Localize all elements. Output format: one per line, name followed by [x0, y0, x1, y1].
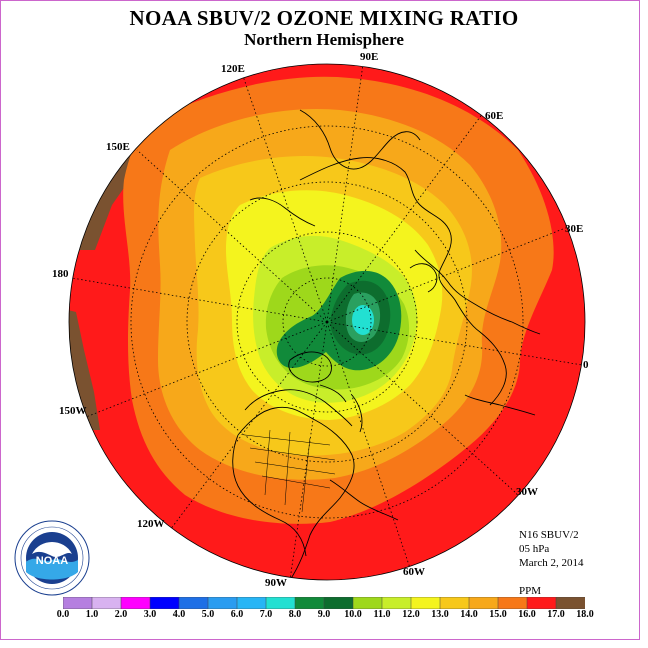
logo-text: NOAA — [36, 555, 68, 567]
pressure-level-label: 05 hPa — [519, 543, 550, 555]
lon-label-120w: 120W — [137, 518, 165, 530]
units-label: PPM — [519, 585, 542, 597]
date-label: March 2, 2014 — [519, 557, 584, 569]
lon-label-90w: 90W — [265, 577, 287, 589]
colorbar-tick-label: 3.0 — [143, 609, 157, 620]
colorbar-swatch — [526, 597, 557, 609]
lon-label-60w: 60W — [403, 566, 425, 578]
map-boundary — [68, 63, 586, 581]
band-7-8-min — [352, 305, 374, 335]
colorbar-swatch — [207, 597, 238, 609]
lon-label-60e: 60E — [485, 110, 504, 122]
lon-label-30e: 30E — [565, 223, 584, 235]
colorbar-swatch — [439, 597, 470, 609]
colorbar-swatch — [468, 597, 499, 609]
colorbar-tick-label: 14.0 — [460, 609, 478, 620]
colorbar-tick-label: 9.0 — [317, 609, 331, 620]
colorbar-swatch — [555, 597, 585, 609]
figure-frame — [0, 0, 640, 640]
colorbar-swatch — [149, 597, 180, 609]
ozone-contour-fields — [69, 64, 585, 580]
colorbar-swatch — [352, 597, 383, 609]
colorbar-swatch — [265, 597, 296, 609]
colorbar-tick-label: 15.0 — [489, 609, 507, 620]
colorbar-tick-label: 6.0 — [230, 609, 244, 620]
colorbar-tick-label: 2.0 — [114, 609, 128, 620]
colorbar-tick-label: 18.0 — [576, 609, 594, 620]
colorbar-swatch — [120, 597, 151, 609]
political-boundaries — [244, 429, 336, 513]
colorbar-tick-label: 8.0 — [288, 609, 302, 620]
colorbar-swatch — [178, 597, 209, 609]
lon-label-30w: 30W — [516, 486, 538, 498]
colorbar-swatch — [323, 597, 354, 609]
lon-label-150e: 150E — [106, 141, 130, 153]
colorbar-swatch — [63, 597, 93, 609]
colorbar-tick-label: 17.0 — [547, 609, 565, 620]
colorbar-tick-label: 10.0 — [344, 609, 362, 620]
colorbar-swatch — [236, 597, 267, 609]
colorbar-tick-label: 4.0 — [172, 609, 186, 620]
colorbar-tick-label: 16.0 — [518, 609, 536, 620]
info-block: N16 SBUV/2 05 hPa March 2, 2014 PPM — [519, 528, 583, 598]
map-subtitle: Northern Hemisphere — [244, 30, 404, 49]
colorbar-tick-label: 5.0 — [201, 609, 215, 620]
lon-label-120e: 120E — [221, 63, 245, 75]
coastlines — [232, 109, 541, 580]
colorbar-tick-label: 0.0 — [56, 609, 70, 620]
lon-label-0: 0 — [583, 359, 589, 371]
noaa-logo: NOAA — [14, 520, 90, 596]
colorbar-tick-label: 11.0 — [373, 609, 391, 620]
colorbar-swatch — [91, 597, 122, 609]
colorbar-tick-label: 1.0 — [85, 609, 99, 620]
colorbar-swatch — [381, 597, 412, 609]
graticule — [71, 64, 583, 580]
colorbar — [63, 597, 585, 609]
colorbar-tick-label: 12.0 — [402, 609, 420, 620]
colorbar-swatch — [497, 597, 528, 609]
lon-label-180: 180 — [52, 268, 69, 280]
colorbar-swatch — [410, 597, 441, 609]
lon-label-90e: 90E — [360, 51, 379, 63]
colorbar-tick-label: 13.0 — [431, 609, 449, 620]
instrument-label: N16 SBUV/2 — [519, 529, 579, 541]
colorbar-swatch — [294, 597, 325, 609]
colorbar-tick-label: 7.0 — [259, 609, 273, 620]
map-title: NOAA SBUV/2 OZONE MIXING RATIO — [129, 6, 519, 30]
lon-label-150w: 150W — [59, 405, 87, 417]
